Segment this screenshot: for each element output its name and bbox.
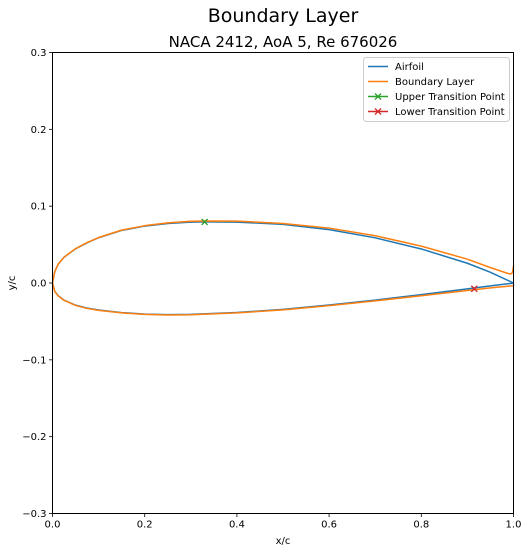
- y-tick-label: −0.1: [22, 355, 46, 366]
- y-axis-label: y/c: [7, 276, 18, 291]
- y-tick-label: 0.1: [31, 202, 47, 213]
- transition-marker-0: [201, 218, 209, 226]
- y-tick-label: 0.2: [31, 125, 47, 136]
- y-tick-label: −0.3: [22, 509, 46, 520]
- legend-entry-1: Boundary Layer: [368, 77, 475, 88]
- x-axis-ticks: 0.0 0.2 0.4 0.6 0.8 1.0: [45, 513, 522, 531]
- legend-entry-3: Lower Transition Point: [368, 107, 505, 118]
- y-tick-label: 0.0: [31, 279, 47, 290]
- legend-label: Boundary Layer: [395, 77, 475, 88]
- transition-markers: [201, 218, 478, 293]
- plot-lines: [51, 220, 515, 316]
- x-tick-label: 0.0: [45, 520, 61, 531]
- legend-marker-icon: [374, 93, 382, 100]
- legend-box: [363, 57, 510, 122]
- series-line-1: [51, 220, 515, 316]
- series-line-0: [51, 221, 515, 316]
- transition-marker-1: [470, 285, 478, 293]
- legend-entry-0: Airfoil: [368, 62, 424, 73]
- legend-label: Airfoil: [395, 62, 424, 73]
- x-axis-label: x/c: [276, 536, 291, 547]
- legend: Airfoil Boundary Layer Upper Transition Po…: [363, 57, 510, 122]
- legend-entry-2: Upper Transition Point: [368, 92, 505, 103]
- figure-suptitle: Boundary Layer: [208, 5, 359, 27]
- x-tick-label: 0.8: [413, 520, 429, 531]
- axes-title: NACA 2412, AoA 5, Re 676026: [169, 33, 398, 51]
- x-tick-label: 1.0: [506, 520, 522, 531]
- x-tick-label: 0.6: [321, 520, 337, 531]
- legend-label: Upper Transition Point: [395, 92, 505, 103]
- x-tick-label: 0.4: [229, 520, 245, 531]
- y-axis-ticks: −0.3 −0.2 −0.1 0.0 0.1 0.2 0.3: [22, 48, 53, 520]
- y-tick-label: −0.2: [22, 432, 46, 443]
- legend-label: Lower Transition Point: [395, 107, 505, 118]
- y-tick-label: 0.3: [31, 48, 47, 59]
- x-tick-label: 0.2: [137, 520, 153, 531]
- legend-marker-icon: [374, 108, 382, 115]
